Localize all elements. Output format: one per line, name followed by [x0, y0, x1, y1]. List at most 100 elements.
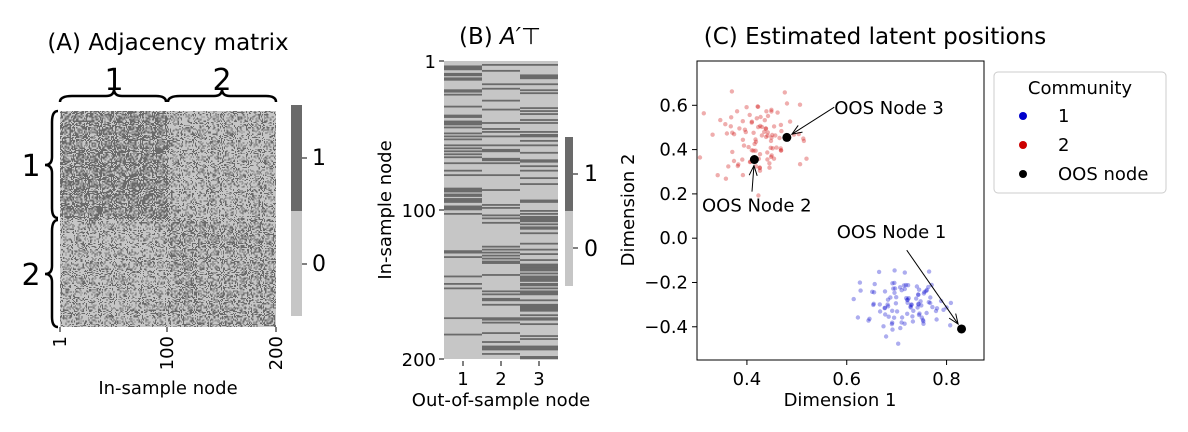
legend-marker-oos — [1019, 170, 1027, 178]
oos-edge-cell — [520, 348, 558, 351]
oos-edge-cell — [444, 174, 482, 177]
oos-edge-cell — [520, 201, 558, 203]
oos-edge-cell — [520, 272, 558, 275]
oos-edge-cell — [444, 251, 482, 254]
community-1-point — [902, 321, 907, 326]
community-2-point — [753, 137, 758, 142]
panel-c: (C) Estimated latent positions OOS Node … — [618, 24, 1046, 411]
oos-edge-cell — [520, 293, 558, 296]
oos-edge-cell — [444, 66, 482, 69]
oos-edge-cell — [520, 275, 558, 278]
oos-edge-cell — [520, 263, 558, 266]
community-1-point — [941, 307, 946, 312]
community-2-point — [743, 129, 748, 135]
oos-edge-cell — [520, 165, 558, 168]
community-1-point — [890, 327, 895, 332]
community-1-point — [903, 282, 909, 288]
oos-edge-cell — [520, 151, 558, 154]
c-ytick-label: 0.0 — [659, 228, 688, 249]
community-1-point — [948, 323, 953, 328]
community-2-point — [741, 143, 747, 148]
oos-edge-cell — [520, 253, 558, 255]
community-2-point — [778, 146, 783, 151]
c-xtick-label: 0.6 — [832, 369, 861, 390]
a-xtick-label-100: 100 — [157, 336, 178, 370]
community-2-point — [723, 122, 728, 127]
community-2-point — [759, 133, 765, 138]
oos-edge-cell — [482, 348, 520, 351]
oos-edge-cell — [444, 123, 482, 126]
oos-edge-cell — [520, 280, 558, 282]
oos-edge-cell — [482, 148, 520, 151]
community-1-point — [898, 325, 903, 331]
oos-edge-cell — [444, 116, 482, 118]
community-1-point — [896, 341, 901, 346]
community-2-point — [718, 117, 723, 123]
community-1-point — [892, 290, 897, 295]
community-1-point — [906, 296, 911, 301]
community-1-point — [933, 308, 939, 314]
community-1-point — [926, 300, 931, 305]
oos-edge-cell — [444, 122, 482, 124]
top-brace-2 — [166, 88, 278, 103]
oos-edge-cell — [444, 190, 482, 193]
community-2-point — [755, 104, 761, 110]
oos-edge-cell — [482, 260, 520, 263]
b-colorbar-light — [565, 211, 573, 286]
oos-edge-cell — [444, 198, 482, 200]
legend-label-oos: OOS node — [1058, 164, 1148, 185]
panel-b-title-prefix: (B) — [459, 24, 500, 50]
oos-edge-cell — [482, 159, 520, 162]
community-2-point — [731, 132, 737, 137]
oos-node-3-point — [782, 132, 792, 142]
legend-marker-2 — [1019, 141, 1027, 149]
community-2-point — [770, 132, 775, 138]
community-1-point — [892, 268, 897, 273]
community-2-point — [763, 126, 768, 131]
oos-edge-cell — [482, 321, 520, 324]
community-2-point — [730, 149, 735, 155]
a-cbar-label-0: 0 — [312, 252, 326, 277]
oos-node-3-label: OOS Node 3 — [834, 98, 944, 119]
community-1-point — [872, 281, 877, 287]
community-2-point — [773, 133, 778, 138]
oos-edge-cell — [482, 207, 520, 209]
b-ylabel: In-sample node — [375, 140, 396, 279]
oos-edge-cell — [520, 92, 558, 95]
b-xtick-label-1: 1 — [457, 369, 468, 390]
b-ytick-label-1: 1 — [425, 52, 436, 73]
oos-edge-cell — [520, 269, 558, 272]
community-2-point — [779, 148, 784, 153]
community-1-point — [881, 324, 886, 329]
oos-column-2 — [482, 61, 520, 359]
community-1-point — [905, 283, 911, 288]
community-2-point — [778, 148, 784, 153]
community-1-point — [938, 298, 944, 304]
oos-edge-cell — [444, 74, 482, 77]
community-2-point — [753, 139, 759, 144]
a-xlabel: In-sample node — [98, 378, 237, 399]
oos-edge-cell — [520, 287, 558, 290]
community-2-point — [762, 129, 767, 135]
oos-edge-cell — [520, 169, 558, 172]
oos-edge-cell — [482, 99, 520, 102]
oos-edge-cell — [444, 333, 482, 336]
oos-edge-cell — [520, 131, 558, 133]
oos-node-3-arrow — [791, 106, 835, 135]
oos-edge-cell — [520, 303, 558, 306]
oos-edge-cell — [520, 160, 558, 163]
panel-a-title: (A) Adjacency matrix — [47, 30, 288, 56]
oos-edge-cell — [520, 268, 558, 270]
community-2-point — [756, 193, 761, 198]
oos-node-1-point — [957, 324, 967, 334]
community-2-point — [740, 137, 746, 142]
community-2-point — [765, 133, 770, 138]
oos-edge-cell — [482, 257, 520, 260]
oos-adjacency-heatmap — [444, 61, 558, 360]
community-1-point — [917, 311, 922, 316]
community-2-point — [797, 162, 803, 167]
community-2-point — [715, 173, 720, 178]
a-cbar-label-1: 1 — [312, 146, 326, 171]
community-2-point — [736, 162, 741, 167]
